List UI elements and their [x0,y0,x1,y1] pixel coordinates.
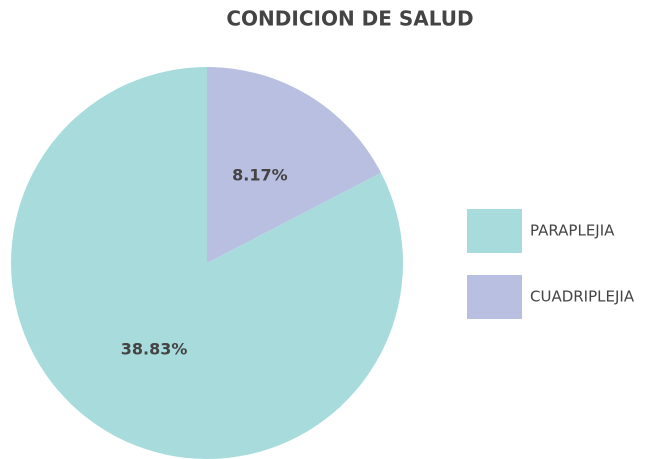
legend-label: PARAPLEJIA [530,222,615,240]
value-label: 38.83% [121,340,188,359]
legend-swatch [467,275,522,319]
value-label: 8.17% [232,165,288,184]
legend-swatch [467,209,522,253]
legend-label: CUADRIPLEJIA [530,288,635,306]
pie-slice [11,67,404,459]
pie-slice [207,67,381,263]
chart-title: CONDICION DE SALUD [226,7,473,31]
